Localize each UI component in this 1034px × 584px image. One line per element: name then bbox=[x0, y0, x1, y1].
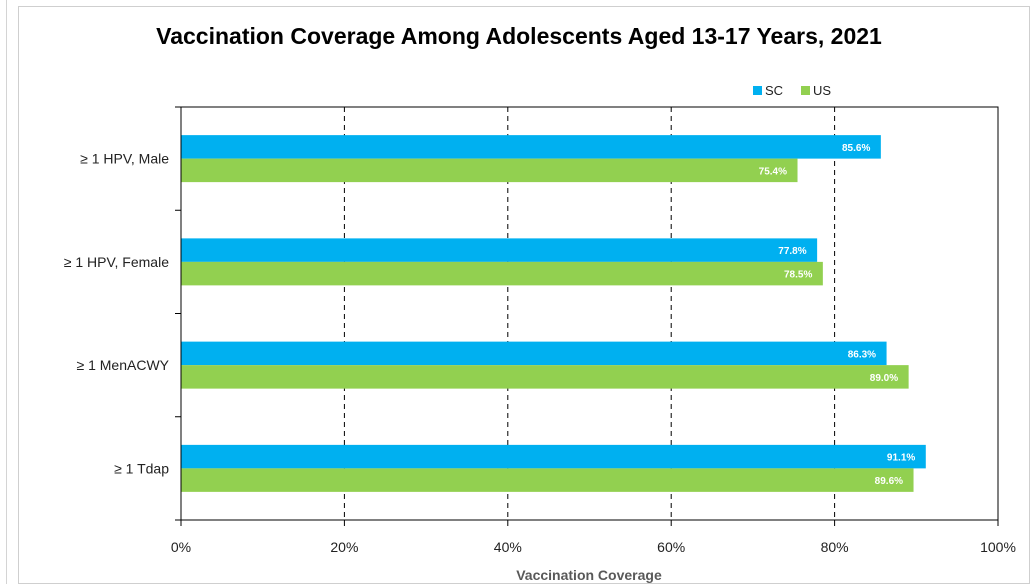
legend-label: SC bbox=[765, 83, 783, 98]
bar-sc bbox=[181, 135, 881, 159]
bar-sc bbox=[181, 444, 926, 469]
x-tick-label: 80% bbox=[821, 539, 849, 555]
bar-sc bbox=[181, 341, 887, 366]
bar-us bbox=[181, 365, 909, 389]
labels: 0% 20% 40% 60% 80% 100% ≥ 1 HPV, Male 85.6% 75.4… bbox=[64, 143, 1016, 555]
sheet-edge bbox=[6, 0, 7, 584]
x-tick-label: 0% bbox=[171, 539, 191, 555]
bar-us bbox=[181, 261, 823, 286]
x-axis-title: Vaccination Coverage bbox=[516, 567, 662, 583]
bar-sc bbox=[181, 238, 818, 262]
bars bbox=[181, 135, 926, 492]
data-label: 91.1% bbox=[887, 453, 915, 464]
category-label: ≥ 1 HPV, Male bbox=[80, 151, 169, 167]
legend: SC US bbox=[753, 83, 831, 98]
data-label: 77.8% bbox=[778, 246, 806, 257]
category-label: ≥ 1 MenACWY bbox=[77, 357, 170, 373]
category-label: ≥ 1 Tdap bbox=[114, 460, 169, 476]
data-label: 85.6% bbox=[842, 143, 870, 154]
bar-us bbox=[181, 468, 914, 492]
x-tick-label: 60% bbox=[657, 539, 685, 555]
data-label: 89.6% bbox=[875, 476, 903, 487]
x-tick-label: 20% bbox=[330, 539, 358, 555]
legend-swatch bbox=[801, 86, 810, 95]
data-label: 86.3% bbox=[848, 349, 876, 360]
legend-swatch bbox=[753, 86, 762, 95]
bar-us bbox=[181, 158, 798, 183]
chart-title: Vaccination Coverage Among Adolescents A… bbox=[156, 23, 882, 49]
data-label: 78.5% bbox=[784, 270, 812, 281]
axes bbox=[175, 106, 999, 526]
x-tick-label: 100% bbox=[980, 539, 1016, 555]
data-label: 75.4% bbox=[759, 166, 787, 177]
x-tick-label: 40% bbox=[494, 539, 522, 555]
data-label: 89.0% bbox=[870, 373, 898, 384]
category-label: ≥ 1 HPV, Female bbox=[64, 254, 169, 270]
legend-label: US bbox=[813, 83, 831, 98]
